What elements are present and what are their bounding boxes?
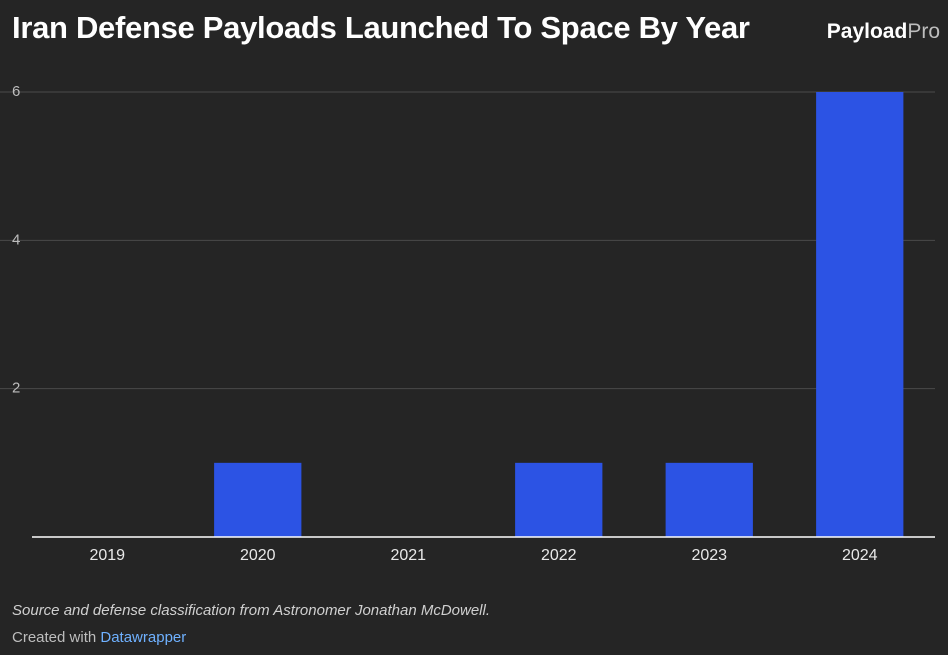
datawrapper-link[interactable]: Datawrapper: [100, 629, 187, 646]
chart-title: Iran Defense Payloads Launched To Space …: [12, 10, 750, 45]
logo-bold-text: Payload: [826, 20, 908, 43]
y-tick-label-4: 4: [12, 231, 20, 248]
logo-light-text: Pro: [907, 20, 940, 43]
x-tick-label-2022: 2022: [541, 547, 577, 564]
source-note: Source and defense classification from A…: [12, 602, 491, 619]
x-tick-label-2023: 2023: [691, 547, 727, 564]
bar-2023: [665, 462, 753, 537]
bar-2024: [816, 92, 904, 537]
bar-2022: [515, 462, 603, 537]
x-tick-label-2021: 2021: [390, 547, 426, 564]
bar-2020: [214, 462, 302, 537]
y-tick-label-6: 6: [12, 83, 20, 100]
credit-prefix: Created with: [12, 629, 101, 646]
x-tick-label-2020: 2020: [240, 547, 276, 564]
x-tick-label-2019: 2019: [89, 547, 125, 564]
y-tick-label-2: 2: [12, 380, 20, 397]
x-tick-label-2024: 2024: [842, 547, 878, 564]
payloadpro-logo: PayloadPro: [827, 20, 940, 44]
credit-line: Created with Datawrapper: [12, 629, 186, 646]
